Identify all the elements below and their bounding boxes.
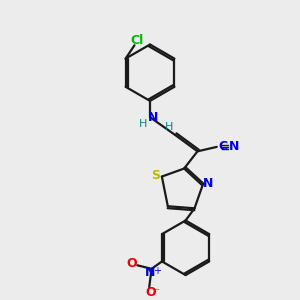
Text: O: O (127, 257, 137, 270)
Text: H: H (139, 119, 148, 129)
Text: O: O (146, 286, 156, 299)
Text: N: N (148, 111, 159, 124)
Text: N: N (203, 178, 214, 190)
Text: S: S (151, 169, 160, 182)
Text: +: + (153, 266, 161, 276)
Text: C: C (218, 140, 228, 153)
Text: H: H (164, 122, 173, 132)
Text: N: N (229, 140, 240, 153)
Text: ⁻: ⁻ (153, 288, 159, 298)
Text: N: N (145, 266, 155, 279)
Text: Cl: Cl (130, 34, 143, 47)
